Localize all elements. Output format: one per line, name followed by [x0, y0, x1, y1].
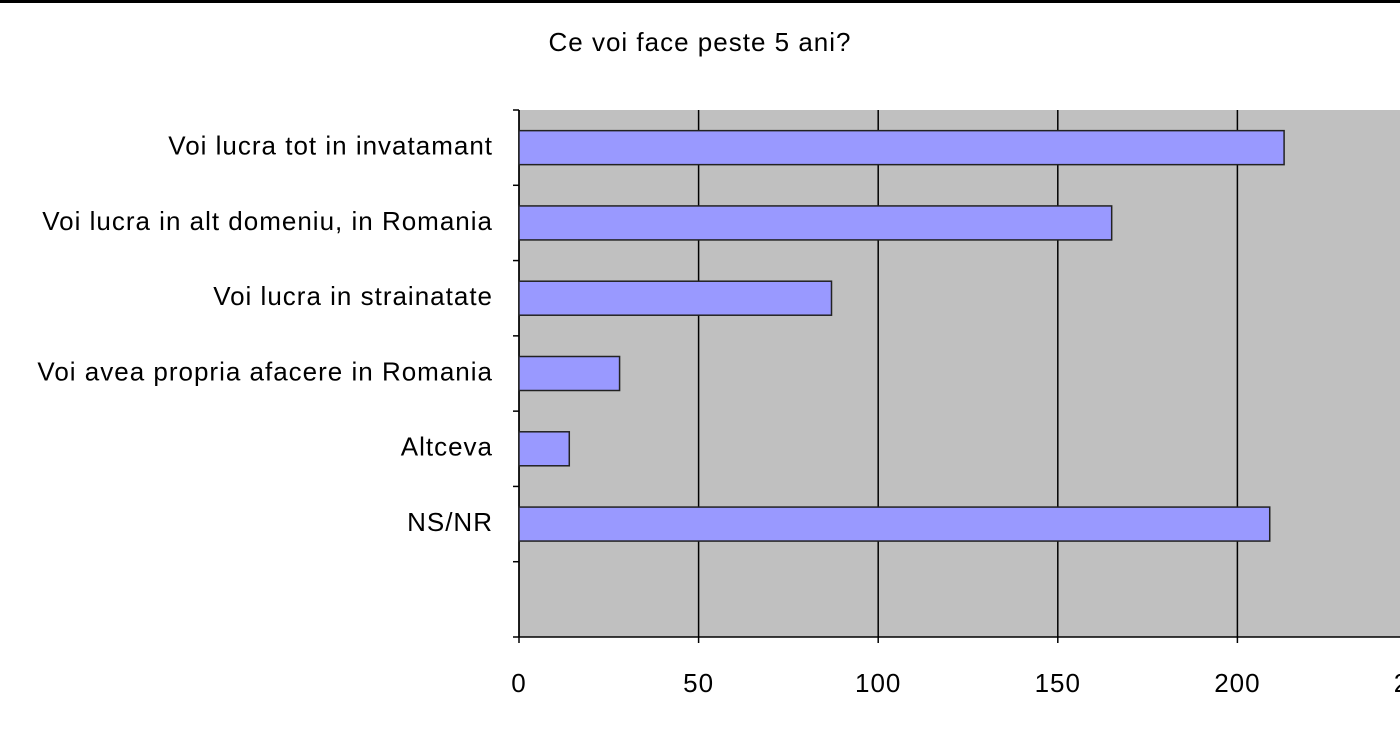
- plot-area: [519, 110, 1400, 637]
- chart-title: Ce voi face peste 5 ani?: [549, 27, 852, 57]
- x-tick-label: 100: [855, 668, 901, 698]
- x-tick-label: 0: [511, 668, 526, 698]
- bar: [518, 280, 833, 316]
- bar: [518, 431, 571, 467]
- x-tick-label: 200: [1214, 668, 1260, 698]
- bar: [518, 129, 1285, 166]
- y-tick-label: Voi lucra in strainatate: [213, 281, 493, 311]
- bar: [518, 506, 1271, 542]
- y-tick-label: Altceva: [401, 432, 493, 462]
- x-tick-label: 50: [683, 668, 714, 698]
- x-tick-label: 250: [1394, 668, 1400, 698]
- y-tick-label: Voi avea propria afacere in Romania: [37, 356, 493, 386]
- bar: [518, 205, 1113, 241]
- bar: [518, 355, 621, 392]
- y-tick-label: Voi lucra tot in invatamant: [168, 131, 493, 161]
- y-tick-label: Voi lucra in alt domeniu, in Romania: [42, 206, 493, 236]
- x-tick-label: 150: [1035, 668, 1081, 698]
- top-border: [0, 0, 1400, 3]
- y-tick-label: NS/NR: [407, 507, 493, 537]
